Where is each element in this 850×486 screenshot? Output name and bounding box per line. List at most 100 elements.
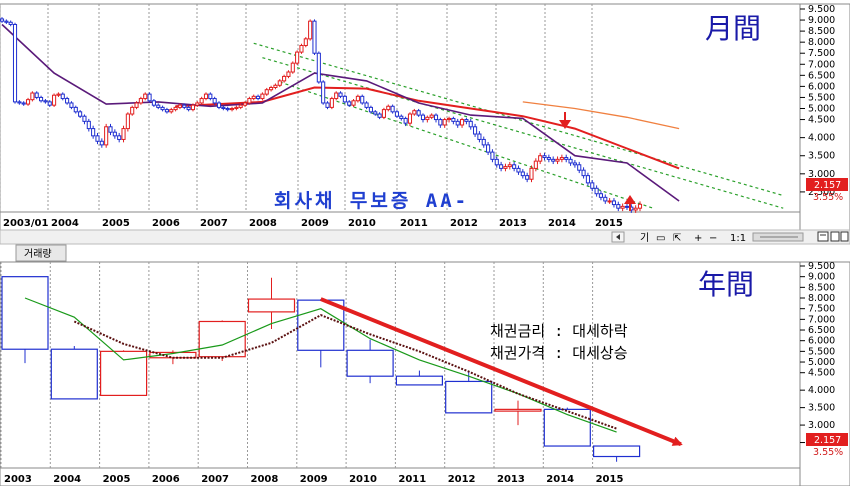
monthly-candle bbox=[0, 18, 5, 22]
monthly-candle bbox=[468, 120, 473, 128]
yearly-last-value: 2.157 bbox=[814, 435, 841, 446]
monthly-candle bbox=[568, 158, 573, 164]
monthly-candle bbox=[490, 151, 495, 160]
monthly-candle bbox=[325, 102, 330, 108]
yearly-x-label: 2007 bbox=[201, 474, 229, 485]
monthly-x-label: 2011 bbox=[400, 218, 428, 229]
toolbar-buttons[interactable]: 기 ▭ ⇱ + − 1:1 bbox=[640, 232, 746, 244]
monthly-candle bbox=[286, 71, 291, 77]
monthly-candle bbox=[351, 100, 356, 106]
monthly-x-label: 2005 bbox=[102, 218, 130, 229]
monthly-candle bbox=[590, 182, 595, 189]
yearly-candles bbox=[1, 276, 641, 462]
scrollbar[interactable] bbox=[752, 232, 804, 242]
yearly-y-ticks: 9.5009.0008.5008.0007.5007.0006.5006.000… bbox=[800, 261, 835, 449]
monthly-candle bbox=[507, 164, 512, 168]
monthly-candle bbox=[637, 203, 643, 209]
toolbar-button-1[interactable]: ▭ bbox=[656, 233, 665, 244]
monthly-candle bbox=[446, 117, 452, 121]
monthly-candle bbox=[190, 104, 196, 111]
monthly-candle bbox=[555, 158, 560, 162]
toolbar-button-0[interactable]: 기 bbox=[640, 232, 649, 244]
monthly-candle bbox=[334, 92, 339, 100]
monthly-candle bbox=[138, 98, 143, 104]
monthly-candle bbox=[242, 102, 248, 106]
yearly-candle bbox=[543, 408, 591, 447]
yearly-y-label: 7.500 bbox=[808, 304, 835, 315]
monthly-candle bbox=[299, 44, 304, 53]
monthly-candle bbox=[273, 84, 278, 88]
monthly-candle bbox=[256, 95, 261, 100]
monthly-candle bbox=[464, 119, 469, 122]
monthly-candle bbox=[221, 106, 226, 109]
monthly-candle bbox=[69, 102, 74, 108]
monthly-candle bbox=[160, 106, 165, 111]
monthly-candle bbox=[516, 167, 521, 173]
monthly-candle bbox=[229, 107, 235, 111]
monthly-panel bbox=[0, 3, 801, 213]
monthly-candle bbox=[347, 101, 352, 106]
monthly-candle bbox=[442, 119, 447, 126]
monthly-candle bbox=[546, 157, 551, 160]
monthly-candle bbox=[633, 207, 638, 211]
monthly-candle bbox=[21, 102, 26, 105]
zoom-in-button[interactable]: + bbox=[694, 233, 702, 244]
toolbar-button-2[interactable]: ⇱ bbox=[673, 233, 681, 244]
yearly-x-label: 2004 bbox=[53, 474, 81, 485]
monthly-candle bbox=[394, 111, 400, 117]
yearly-ma-dotted bbox=[73, 313, 617, 430]
monthly-candle bbox=[91, 128, 96, 137]
monthly-candle bbox=[134, 102, 139, 108]
yearly-candle bbox=[1, 276, 49, 350]
monthly-candle bbox=[559, 157, 564, 160]
monthly-candle bbox=[82, 115, 87, 122]
monthly-candle bbox=[121, 128, 126, 140]
yearly-x-label: 2012 bbox=[448, 474, 476, 485]
monthly-candle bbox=[399, 115, 404, 119]
volume-tab[interactable] bbox=[15, 244, 67, 262]
monthly-x-label: 2003/01 bbox=[3, 218, 48, 229]
monthly-title: 月間 bbox=[705, 12, 761, 45]
monthly-candle bbox=[321, 81, 326, 104]
monthly-candle bbox=[616, 204, 621, 209]
monthly-candle bbox=[290, 62, 295, 73]
yearly-x-label: 2008 bbox=[251, 474, 279, 485]
monthly-candle bbox=[542, 155, 547, 159]
panel-icons[interactable] bbox=[817, 231, 849, 242]
scroll-left-button[interactable] bbox=[611, 231, 625, 243]
yearly-candle bbox=[395, 375, 443, 386]
monthly-candle bbox=[186, 106, 191, 111]
yearly-y-label: 3.500 bbox=[808, 403, 835, 414]
monthly-candle bbox=[308, 20, 313, 40]
monthly-channel-line bbox=[253, 42, 784, 197]
monthly-candle bbox=[264, 89, 269, 95]
monthly-channel-line bbox=[262, 57, 784, 209]
yearly-trend-arrow bbox=[320, 297, 683, 447]
monthly-candle bbox=[473, 126, 478, 135]
monthly-candle bbox=[238, 104, 243, 108]
monthly-candle bbox=[282, 75, 287, 82]
monthly-candle bbox=[86, 120, 91, 130]
monthly-candle bbox=[112, 131, 117, 137]
monthly-candle bbox=[208, 93, 213, 100]
monthly-candle bbox=[147, 93, 152, 102]
monthly-y-ticks: 9.5009.0008.5008.0007.5007.0006.5006.000… bbox=[800, 4, 835, 198]
yearly-candle bbox=[50, 348, 98, 400]
monthly-candle bbox=[611, 200, 617, 206]
yearly-x-label: 2010 bbox=[349, 474, 377, 485]
monthly-candle bbox=[412, 110, 417, 115]
monthly-candle bbox=[581, 169, 586, 177]
monthly-candle bbox=[551, 158, 556, 162]
yearly-y-label: 4.000 bbox=[808, 385, 835, 396]
monthly-x-label: 2014 bbox=[548, 218, 576, 229]
yearly-x-label: 2014 bbox=[546, 474, 574, 485]
zoom-level[interactable]: 1:1 bbox=[730, 233, 746, 244]
monthly-candle bbox=[477, 133, 482, 140]
toolbar-strip bbox=[0, 229, 850, 245]
yearly-ma-green bbox=[24, 297, 617, 433]
zoom-out-button[interactable]: − bbox=[709, 233, 717, 244]
monthly-candle bbox=[225, 107, 230, 111]
monthly-candle bbox=[577, 164, 582, 171]
monthly-candle bbox=[47, 101, 52, 106]
monthly-y-label: 7.500 bbox=[808, 48, 835, 59]
